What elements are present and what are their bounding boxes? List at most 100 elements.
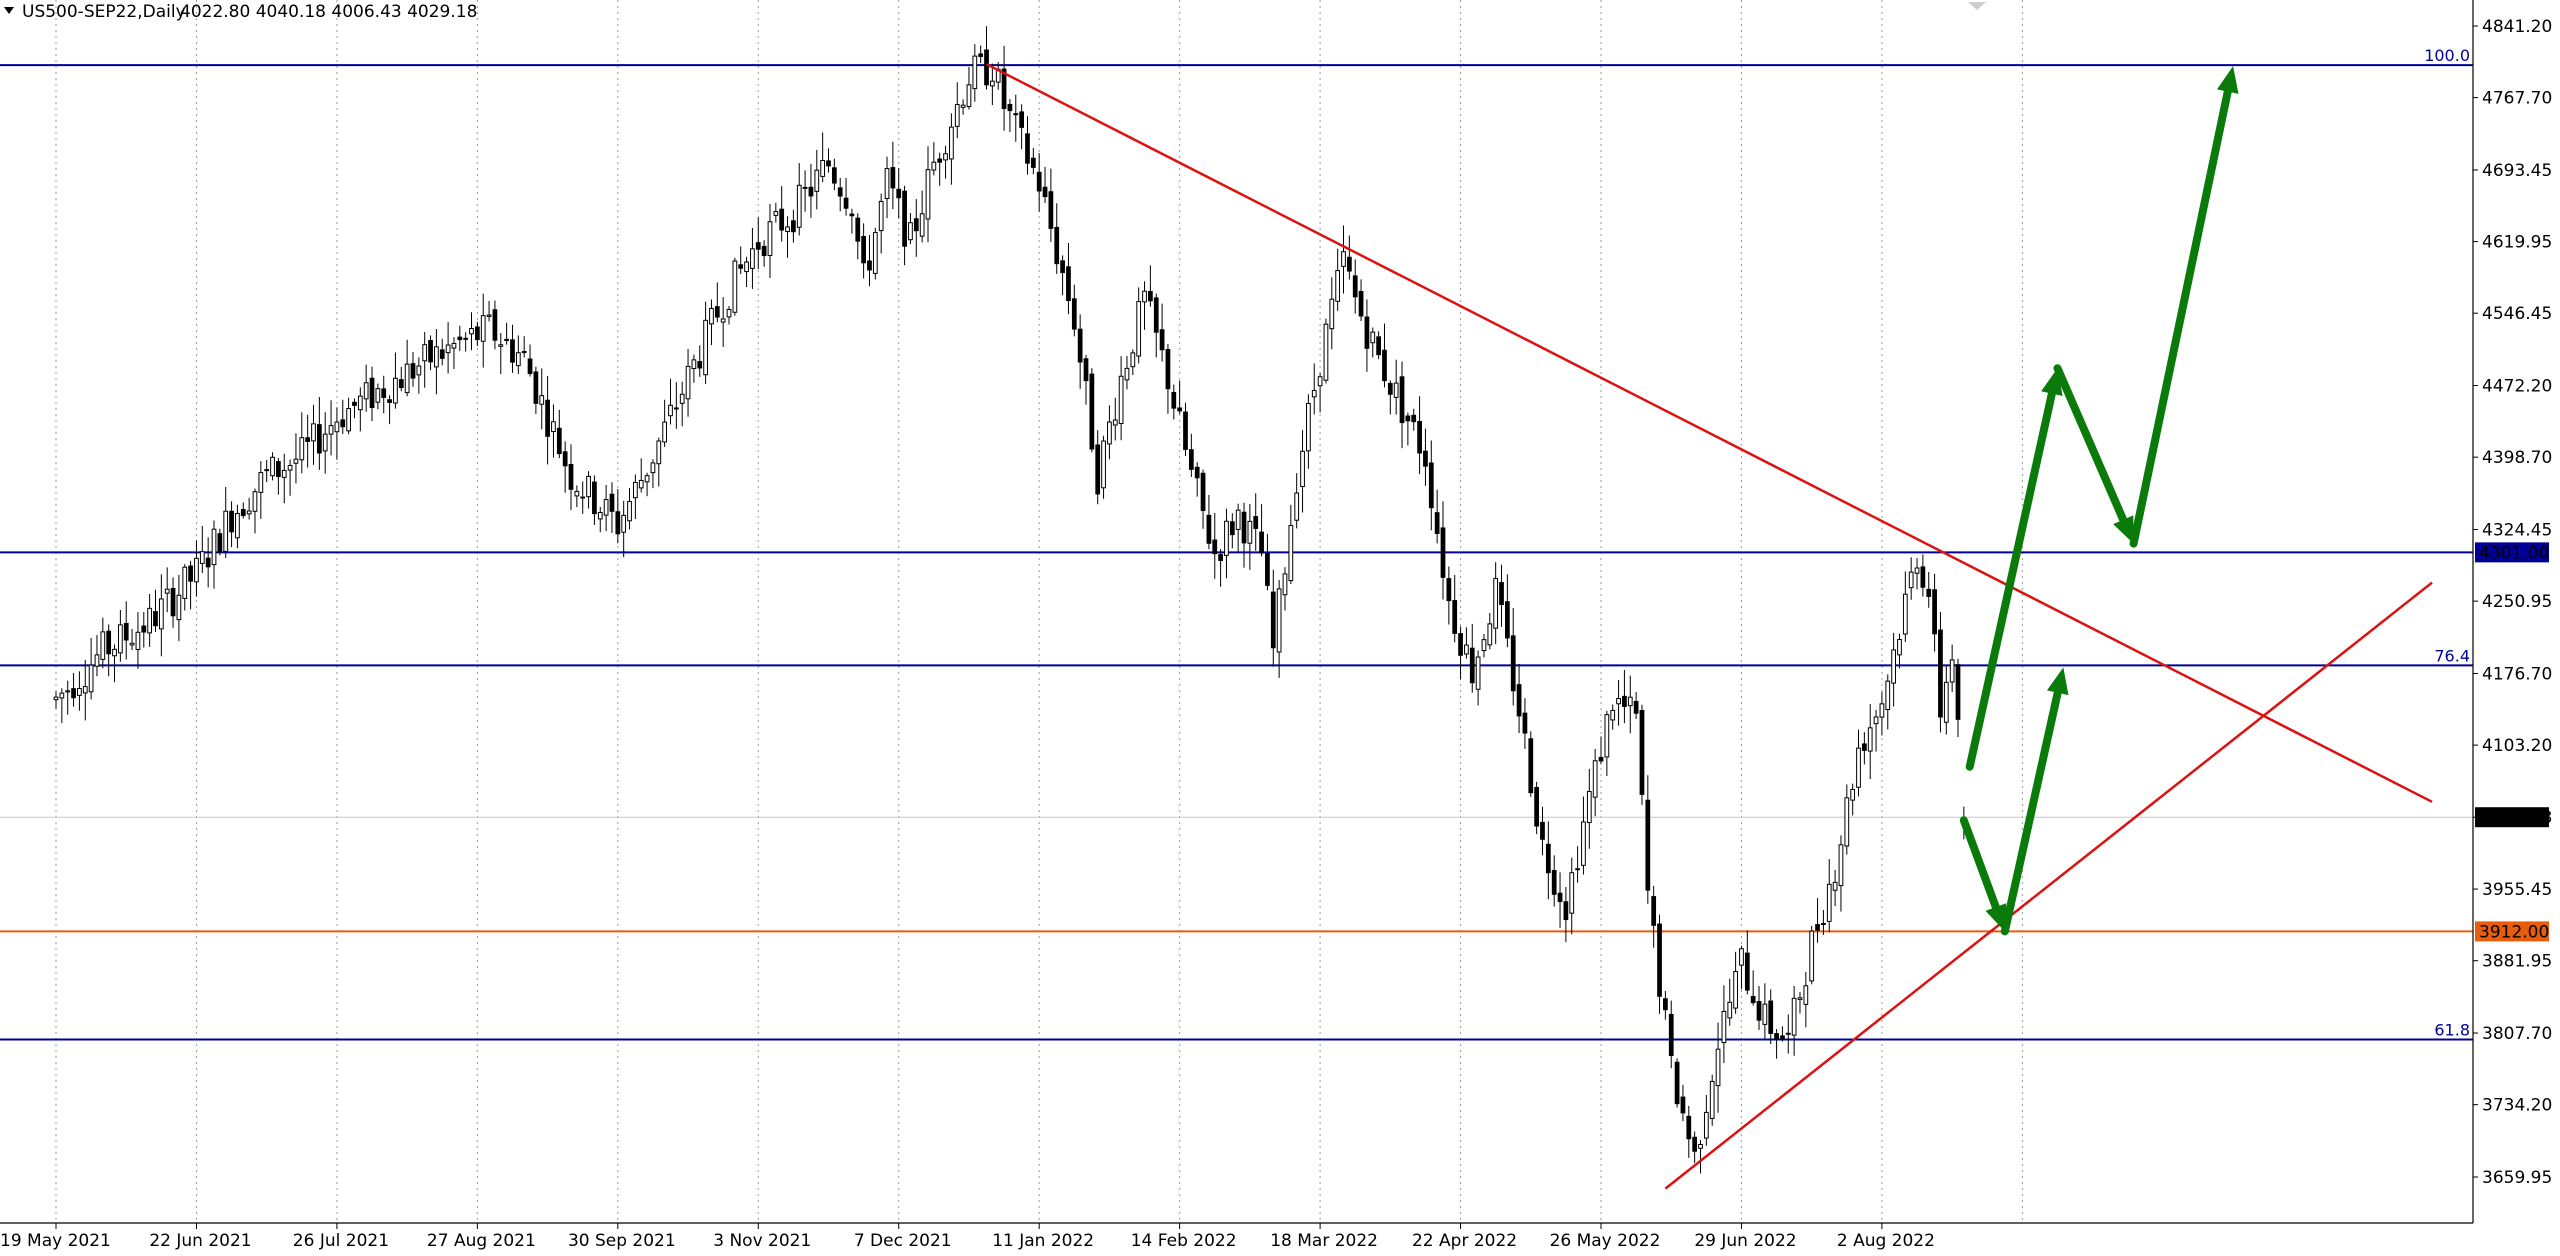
candle-body [1938, 629, 1943, 718]
candle-body [638, 479, 644, 489]
candle-body [1387, 382, 1393, 395]
projection-arrow[interactable] [1959, 816, 2000, 912]
trendline-descending-resistance[interactable] [985, 63, 2433, 803]
candle-body [270, 456, 275, 477]
candle-body [972, 55, 978, 90]
candle-body [1060, 260, 1065, 274]
candle-body [404, 363, 410, 394]
x-tick-label: 30 Sep 2021 [568, 1231, 676, 1251]
candle-body [621, 514, 627, 533]
candle-body [1803, 985, 1809, 1005]
candle-body [486, 314, 492, 317]
candle-body [1306, 403, 1311, 452]
candle-body [808, 186, 814, 197]
candle-body [1891, 649, 1896, 684]
projection-arrow[interactable] [2129, 87, 2232, 548]
candle-body [1423, 450, 1428, 467]
candle-body [1148, 291, 1153, 302]
candle-body [989, 80, 995, 87]
candle-body [410, 363, 416, 379]
candle-body [1867, 727, 1873, 752]
candle-body [902, 190, 907, 247]
candle-body [1832, 881, 1838, 891]
candle-body [527, 358, 533, 375]
x-tick-label: 11 Jan 2022 [992, 1231, 1094, 1251]
candle-body [1756, 1001, 1762, 1021]
candle-body [1025, 133, 1030, 164]
arrow-head-icon [1985, 903, 2007, 932]
candle-body [726, 308, 732, 318]
candle-body [551, 421, 556, 433]
candle-body [276, 461, 281, 478]
x-tick-label: 27 Aug 2021 [427, 1231, 536, 1251]
candle-body [831, 167, 837, 184]
candle-body [1686, 1115, 1692, 1140]
candle-body [633, 481, 638, 499]
candle-body [1540, 821, 1545, 840]
candle-body [153, 611, 158, 627]
y-tick-label: 3659.95 [2482, 1168, 2552, 1188]
candle-body [1358, 291, 1364, 317]
candle-body [1897, 639, 1902, 656]
candle-body [1048, 191, 1054, 229]
candle-body [913, 218, 919, 232]
x-tick-label: 3 Nov 2021 [713, 1231, 811, 1251]
candle-body [293, 458, 299, 464]
current-price-label: 4029.18 [2479, 808, 2549, 828]
candle-body [328, 425, 334, 435]
projection-arrow[interactable] [2053, 364, 2128, 524]
ohlc-label: 4022.80 4040.18 4006.43 4029.18 [180, 2, 477, 22]
candle-body [1879, 703, 1885, 718]
current-price-badge [2475, 807, 2549, 828]
candle-body [1604, 714, 1610, 758]
projection-arrow[interactable] [2000, 688, 2062, 936]
candle-body [908, 222, 913, 241]
candle-body [919, 213, 925, 237]
candle-body [1329, 298, 1335, 330]
fibo-level-label: 100.0 [2424, 46, 2470, 65]
candle-body [1417, 421, 1422, 454]
candle-body [679, 393, 685, 404]
arrow-head-icon [2113, 515, 2134, 544]
candle-body [217, 533, 223, 553]
y-tick-label: 3881.95 [2482, 952, 2552, 972]
projection-arrow[interactable] [1965, 389, 2056, 771]
candle-body [393, 377, 398, 404]
candle-body [1376, 336, 1381, 356]
candle-body [176, 594, 182, 621]
candle-body [1680, 1096, 1686, 1114]
candle-body [1534, 786, 1540, 827]
candle-body [59, 692, 65, 699]
candle-body [1616, 697, 1621, 705]
y-tick-label: 4398.70 [2482, 448, 2552, 468]
candle-body [1019, 111, 1025, 128]
candle-body [574, 490, 580, 497]
price-badge [2475, 542, 2549, 563]
candle-body [1294, 492, 1300, 521]
x-tick-label: 22 Apr 2022 [1412, 1231, 1517, 1251]
candle-body [1663, 998, 1668, 1011]
candle-body [1481, 639, 1487, 652]
candle-body [925, 169, 931, 220]
candle-body [884, 168, 890, 199]
candle-body [1510, 635, 1516, 692]
candle-body [1575, 868, 1580, 871]
candle-body [662, 421, 668, 443]
candle-body [1592, 760, 1598, 798]
candle-body [1668, 1013, 1674, 1057]
candle-body [937, 158, 943, 163]
dropdown-triangle-icon[interactable] [4, 7, 14, 14]
candle-body [205, 557, 211, 568]
candle-body [1698, 1143, 1703, 1149]
trendline-ascending-support[interactable] [1664, 581, 2433, 1190]
scroll-marker-icon[interactable] [1968, 2, 1986, 10]
candle-body [732, 260, 738, 313]
candle-body [1253, 516, 1259, 529]
candle-body [960, 104, 966, 108]
candle-body [1563, 901, 1569, 921]
candle-body [515, 352, 521, 367]
candle-body [439, 349, 445, 359]
candle-body [1826, 883, 1832, 922]
